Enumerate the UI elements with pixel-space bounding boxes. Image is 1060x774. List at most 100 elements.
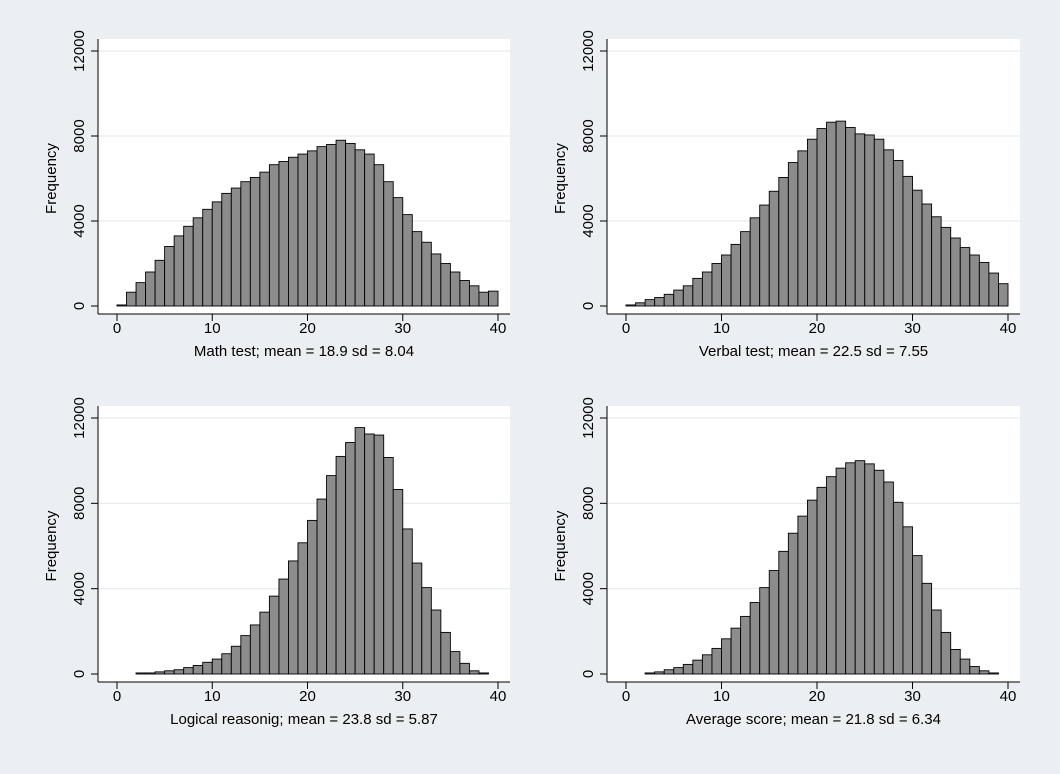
- histogram-bar: [940, 631, 952, 675]
- histogram-bar: [468, 670, 480, 675]
- histogram-bar: [373, 164, 385, 307]
- histogram-bar: [249, 176, 261, 307]
- histogram-bar: [221, 192, 232, 307]
- histogram-bar: [730, 627, 742, 675]
- histogram-bar: [488, 290, 499, 307]
- histogram-bar: [183, 225, 194, 307]
- x-axis-title: Average score; mean = 21.8 sd = 6.34: [686, 711, 941, 728]
- histogram-bar: [268, 164, 280, 307]
- histogram-bar: [787, 532, 799, 675]
- y-tick-label: 12000: [71, 397, 88, 439]
- y-tick-label: 8000: [71, 487, 88, 520]
- histogram-bar: [940, 226, 952, 307]
- histogram-bar: [345, 142, 356, 307]
- histogram-bar: [721, 254, 732, 307]
- histogram-bar: [430, 609, 442, 675]
- histogram-bar: [345, 442, 356, 675]
- histogram-bar: [625, 304, 637, 307]
- histogram-bar: [449, 651, 461, 675]
- histogram-bar: [740, 231, 751, 307]
- panel-math-test: 0 4000 8000 12000 0 10 20 30 40 Math test; mean =…: [43, 30, 510, 360]
- histogram-bar: [297, 542, 308, 675]
- histogram-bar: [411, 231, 423, 307]
- y-tick-label: 8000: [71, 119, 88, 152]
- histogram-bar: [816, 128, 828, 307]
- x-axis-title: Logical reasonig; mean = 23.8 sd = 5.87: [170, 711, 438, 728]
- histogram-bar: [164, 246, 175, 307]
- panel-average-score: 0 4000 8000 12000 0 10 20 30 40 Average score; me…: [552, 397, 1020, 728]
- x-tick-label: 20: [299, 320, 316, 337]
- histogram-bar: [978, 261, 990, 307]
- histogram-bar: [892, 159, 904, 307]
- histogram-bar: [759, 204, 770, 307]
- histogram-bar: [711, 647, 722, 675]
- histogram-bar: [288, 156, 299, 307]
- histogram-bar: [835, 467, 847, 675]
- histogram-bar: [663, 293, 675, 307]
- histogram-bar: [969, 666, 980, 675]
- x-tick-label: 10: [713, 688, 730, 705]
- y-tick-label: 4000: [580, 572, 597, 605]
- x-tick-label: 30: [904, 320, 921, 337]
- histogram-bar: [988, 672, 999, 675]
- histogram-bar: [268, 595, 280, 675]
- y-axis-title: Frequency: [43, 510, 60, 581]
- histogram-bar: [145, 672, 156, 675]
- x-tick-label: 40: [490, 688, 507, 705]
- x-tick-label: 0: [113, 320, 121, 337]
- histogram-bar: [211, 201, 223, 307]
- histogram-bar: [959, 658, 971, 675]
- histogram-bar: [797, 150, 808, 307]
- histogram-bar: [173, 235, 185, 307]
- histogram-bar: [797, 515, 808, 675]
- histogram-bar: [682, 663, 694, 675]
- histogram-bar: [778, 176, 789, 307]
- histogram-bar: [402, 528, 413, 675]
- histogram-bar: [202, 208, 213, 307]
- histogram-bar: [335, 139, 347, 307]
- histogram-bar: [126, 291, 137, 307]
- y-tick-label: 8000: [580, 487, 597, 520]
- histogram-bar: [240, 181, 251, 307]
- x-tick-label: 30: [394, 320, 411, 337]
- histogram-bar: [288, 560, 299, 675]
- x-tick-label: 10: [204, 688, 221, 705]
- x-tick-label: 10: [204, 320, 221, 337]
- histogram-bar: [807, 138, 818, 307]
- histogram-bar: [950, 649, 961, 675]
- x-tick-label: 40: [1000, 688, 1017, 705]
- histogram-bar: [383, 457, 394, 675]
- y-tick-label: 0: [580, 670, 597, 678]
- histogram-bar: [449, 271, 461, 307]
- histogram-bar: [278, 161, 289, 307]
- histogram-bar: [354, 427, 366, 675]
- histogram-bar: [692, 277, 703, 307]
- x-tick-label: 0: [622, 688, 630, 705]
- histogram-bar: [392, 197, 404, 307]
- histogram-bar: [249, 624, 261, 675]
- histogram-bar: [692, 659, 703, 675]
- histogram-bar: [768, 570, 780, 675]
- histogram-bar: [998, 283, 1009, 307]
- histogram-bar: [778, 550, 789, 675]
- histogram-bar: [364, 433, 375, 675]
- histogram-bar: [259, 171, 270, 307]
- histogram-bar: [440, 263, 451, 307]
- histogram-bar: [411, 562, 423, 675]
- y-tick-label: 12000: [580, 30, 597, 72]
- histogram-bar: [135, 672, 147, 675]
- x-tick-label: 40: [1000, 320, 1017, 337]
- histogram-bar: [892, 501, 904, 675]
- histogram-bar: [307, 519, 318, 675]
- histogram-bar: [711, 263, 722, 307]
- histogram-bar: [297, 153, 308, 307]
- histogram-bar: [673, 289, 684, 307]
- histogram-bar: [211, 658, 223, 675]
- y-tick-label: 4000: [71, 572, 88, 605]
- histogram-bar: [440, 631, 451, 675]
- histogram-bar: [459, 280, 470, 307]
- panel-verbal-test: 0 4000 8000 12000 0 10 20 30 40 Verbal test; mean…: [552, 30, 1020, 360]
- histogram-bar: [902, 175, 913, 307]
- histogram-bar: [192, 665, 204, 675]
